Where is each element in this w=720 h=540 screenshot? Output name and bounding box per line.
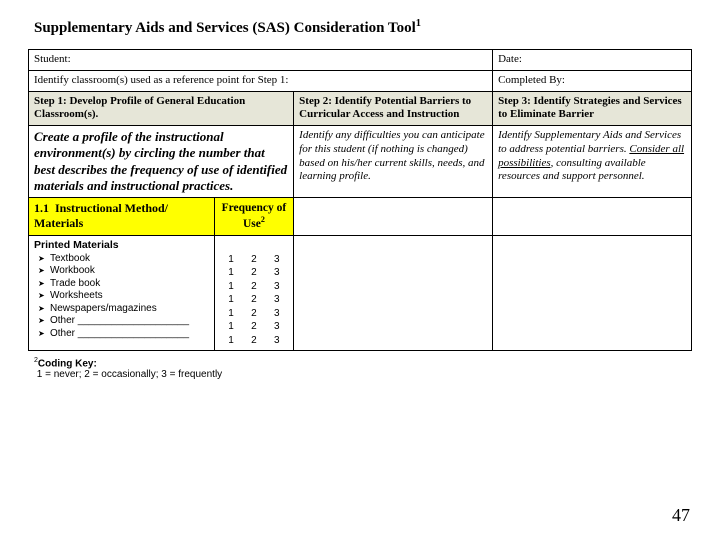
freq-row: 1 2 3 [220, 280, 289, 294]
freq-2[interactable]: 2 [251, 320, 257, 334]
freq-sup: 2 [261, 215, 265, 224]
list-item: Other ____________________ [50, 315, 209, 328]
freq-3[interactable]: 3 [274, 307, 280, 321]
freq-row: 1 2 3 [220, 307, 289, 321]
step2-header: Step 2: Identify Potential Barriers to C… [294, 91, 493, 126]
page-title: Supplementary Aids and Services (SAS) Co… [34, 18, 692, 37]
step3-body: Identify Supplementary Aids and Services… [493, 126, 692, 198]
freq-1[interactable]: 1 [228, 320, 234, 334]
list-item: Workbook [50, 265, 209, 278]
freq-2[interactable]: 2 [251, 293, 257, 307]
freq-2[interactable]: 2 [251, 334, 257, 348]
freq-1[interactable]: 1 [228, 266, 234, 280]
freq-2[interactable]: 2 [251, 266, 257, 280]
step3-header: Step 3: Identify Strategies and Services… [493, 91, 692, 126]
freq-heading: Frequency of Use2 [214, 198, 294, 236]
freq-label: Frequency of Use [222, 202, 287, 230]
freq-row: 1 2 3 [220, 334, 289, 348]
step1-body: Create a profile of the instructional en… [29, 126, 294, 198]
date-field[interactable]: Date: [493, 50, 692, 71]
title-text: Supplementary Aids and Services (SAS) Co… [34, 20, 416, 36]
step2-body: Identify any difficulties you can antici… [294, 126, 493, 198]
section-num: 1.1 [34, 201, 49, 215]
student-field[interactable]: Student: [29, 50, 493, 71]
freq-3[interactable]: 3 [274, 280, 280, 294]
freq-row: 1 2 3 [220, 266, 289, 280]
step1-header: Step 1: Develop Profile of General Educa… [29, 91, 294, 126]
classroom-field[interactable]: Identify classroom(s) used as a referenc… [29, 70, 493, 91]
freq-2[interactable]: 2 [251, 307, 257, 321]
freq-cell[interactable]: 1 2 3 1 2 3 1 2 3 1 2 3 1 2 3 1 2 3 1 2 3 [214, 235, 294, 351]
step3-blank [493, 198, 692, 236]
section-label: Instructional Method/ Materials [34, 201, 168, 230]
freq-3[interactable]: 3 [274, 334, 280, 348]
freq-1[interactable]: 1 [228, 293, 234, 307]
freq-1[interactable]: 1 [228, 334, 234, 348]
materials-group: Printed Materials [34, 239, 209, 252]
list-item: Trade book [50, 278, 209, 291]
freq-3[interactable]: 3 [274, 266, 280, 280]
page-number: 47 [672, 505, 690, 526]
freq-1[interactable]: 1 [228, 307, 234, 321]
materials-cell: Printed Materials Textbook Workbook Trad… [29, 235, 215, 351]
completed-by-field[interactable]: Completed By: [493, 70, 692, 91]
step2-blank [294, 198, 493, 236]
coding-key: 2Coding Key: 1 = never; 2 = occasionally… [28, 357, 692, 380]
freq-3[interactable]: 3 [274, 320, 280, 334]
freq-row: 1 2 3 [220, 320, 289, 334]
list-item: Other ____________________ [50, 328, 209, 341]
sas-table: Student: Date: Identify classroom(s) use… [28, 49, 692, 351]
coding-head: Coding Key: [38, 358, 97, 369]
freq-3[interactable]: 3 [274, 253, 280, 267]
coding-body: 1 = never; 2 = occasionally; 3 = frequen… [37, 369, 222, 380]
list-item: Newspapers/magazines [50, 303, 209, 316]
step3-entry[interactable] [493, 235, 692, 351]
list-item: Worksheets [50, 290, 209, 303]
freq-row: 1 2 3 [220, 253, 289, 267]
freq-1[interactable]: 1 [228, 253, 234, 267]
freq-2[interactable]: 2 [251, 280, 257, 294]
freq-2[interactable]: 2 [251, 253, 257, 267]
freq-1[interactable]: 1 [228, 280, 234, 294]
section-heading: 1.1 Instructional Method/ Materials [29, 198, 215, 236]
freq-row: 1 2 3 [220, 293, 289, 307]
materials-list: Textbook Workbook Trade book Worksheets … [34, 253, 209, 341]
list-item: Textbook [50, 253, 209, 266]
step2-entry[interactable] [294, 235, 493, 351]
freq-3[interactable]: 3 [274, 293, 280, 307]
title-sup: 1 [416, 18, 421, 29]
